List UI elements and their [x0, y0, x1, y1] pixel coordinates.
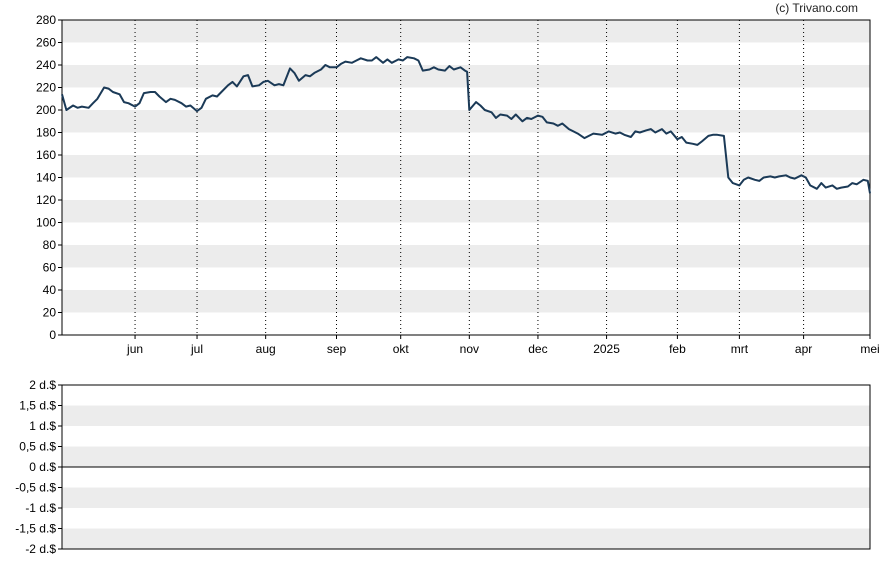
- y-tick-label: 1 d.$: [29, 419, 56, 433]
- y-tick-label: 140: [36, 171, 56, 185]
- y-tick-label: 100: [36, 216, 56, 230]
- x-tick-label: jun: [126, 342, 143, 356]
- x-tick-label: apr: [795, 342, 812, 356]
- x-tick-label: nov: [460, 342, 479, 356]
- y-tick-label: 0: [49, 328, 56, 342]
- x-tick-label: okt: [393, 342, 410, 356]
- grid-band: [62, 110, 870, 133]
- y-tick-label: 120: [36, 193, 56, 207]
- y-tick-label: -1,5 d.$: [15, 522, 56, 536]
- y-tick-label: 2 d.$: [29, 378, 56, 392]
- y-tick-label: -1 d.$: [25, 501, 56, 515]
- grid-band: [62, 446, 870, 467]
- x-tick-label: jul: [190, 342, 203, 356]
- y-tick-label: 220: [36, 81, 56, 95]
- grid-band: [62, 200, 870, 223]
- x-tick-label: sep: [327, 342, 347, 356]
- x-tick-label: 2025: [593, 342, 620, 356]
- x-tick-label: dec: [528, 342, 547, 356]
- grid-band: [62, 528, 870, 549]
- y-tick-label: 280: [36, 13, 56, 27]
- grid-band: [62, 405, 870, 426]
- grid-band: [62, 155, 870, 178]
- y-tick-label: 40: [43, 283, 57, 297]
- x-tick-label: aug: [256, 342, 276, 356]
- y-tick-label: 1,5 d.$: [19, 399, 56, 413]
- y-tick-label: 180: [36, 126, 56, 140]
- grid-band: [62, 290, 870, 313]
- y-tick-label: -2 d.$: [25, 542, 56, 556]
- grid-band: [62, 487, 870, 508]
- y-tick-label: 80: [43, 238, 57, 252]
- y-tick-label: 260: [36, 36, 56, 50]
- y-tick-label: 60: [43, 261, 57, 275]
- x-tick-label: mei: [860, 342, 879, 356]
- credit-label: (c) Trivano.com: [775, 1, 858, 15]
- y-tick-label: 200: [36, 103, 56, 117]
- y-tick-label: 240: [36, 58, 56, 72]
- y-tick-label: 20: [43, 306, 57, 320]
- x-tick-label: feb: [669, 342, 686, 356]
- y-tick-label: 0,5 d.$: [19, 440, 56, 454]
- grid-band: [62, 65, 870, 88]
- grid-band: [62, 20, 870, 43]
- y-tick-label: -0,5 d.$: [15, 481, 56, 495]
- y-tick-label: 160: [36, 148, 56, 162]
- x-tick-label: mrt: [731, 342, 749, 356]
- grid-band: [62, 245, 870, 268]
- y-tick-label: 0 d.$: [29, 460, 56, 474]
- price-series-line: [61, 56, 871, 194]
